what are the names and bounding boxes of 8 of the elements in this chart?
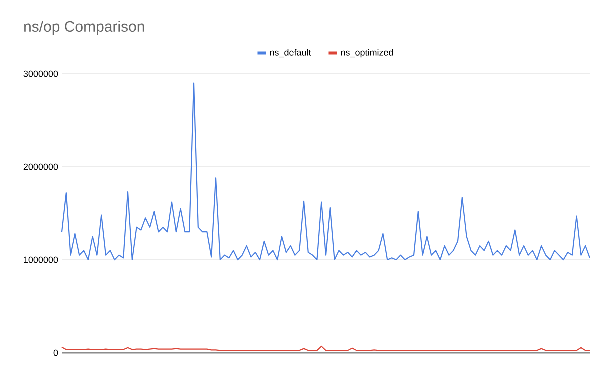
legend-label: ns_default — [270, 49, 312, 58]
legend-label: ns_optimized — [341, 49, 394, 58]
chart-title: ns/op Comparison — [24, 21, 144, 35]
y-tick-label: 1000000 — [24, 256, 58, 264]
y-tick-label: 0 — [54, 350, 58, 356]
y-tick-label: 3000000 — [24, 70, 58, 78]
y-tick-label: 2000000 — [24, 164, 58, 170]
line-series — [61, 82, 591, 261]
